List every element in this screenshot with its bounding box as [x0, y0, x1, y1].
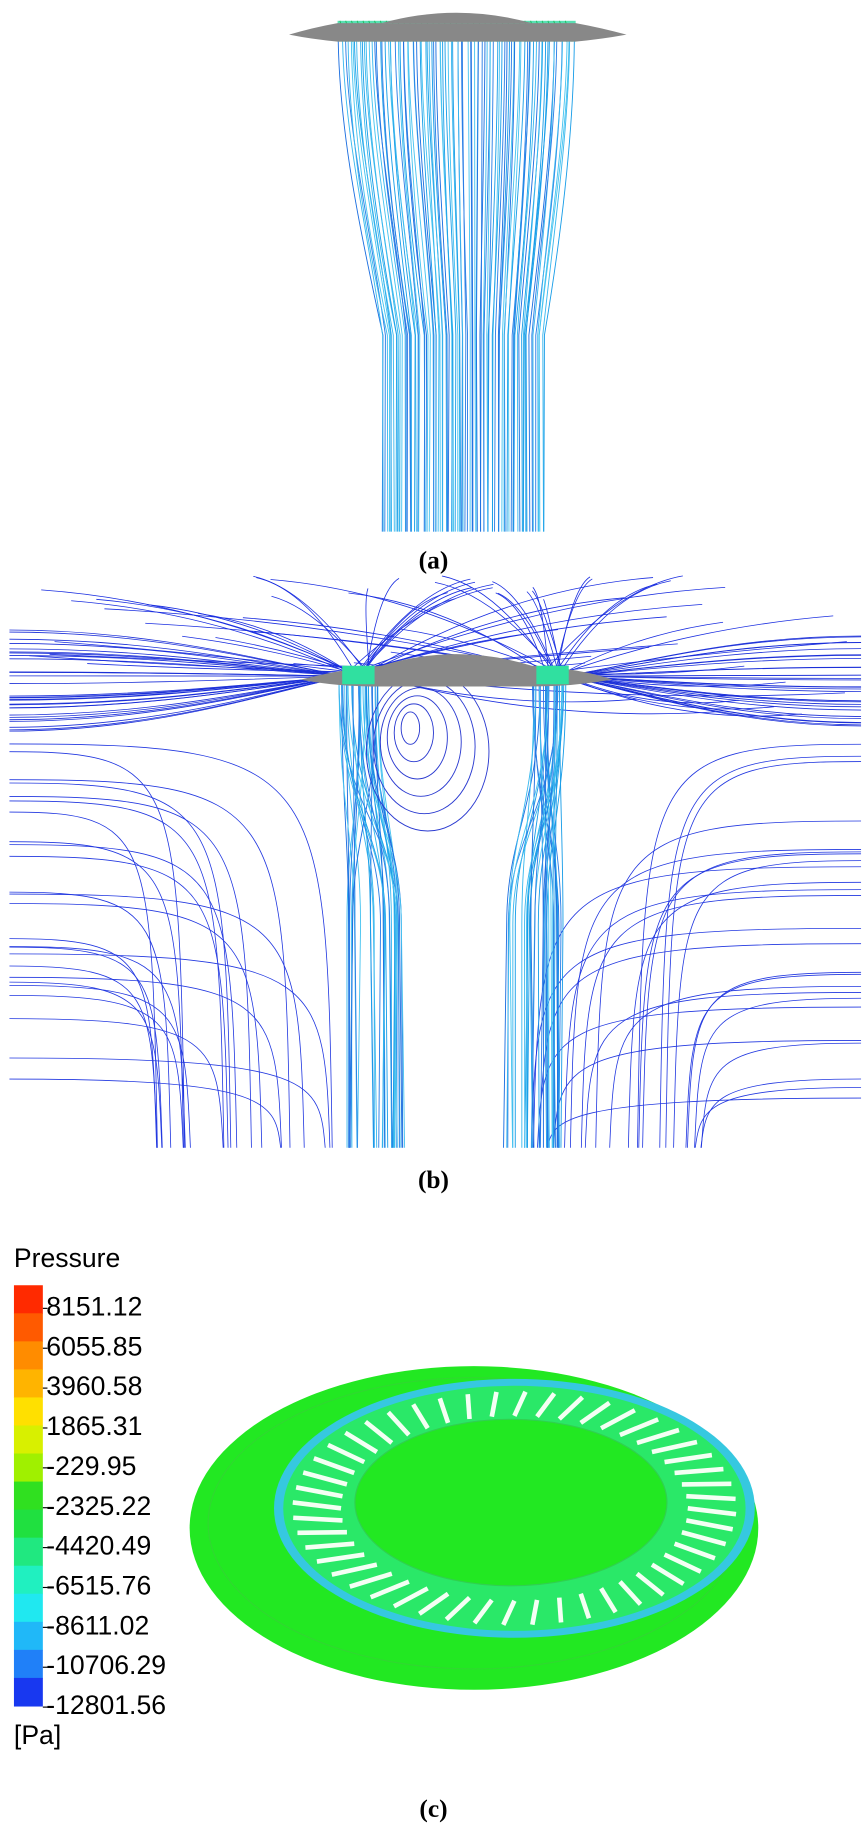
panel-c: 8151.12 6055.85 3960.58 1865.31 -229.95 -2325… — [14, 1285, 758, 1720]
streamline — [581, 895, 861, 1150]
streamline — [498, 30, 507, 532]
panel-a — [289, 13, 626, 532]
colorbar-segment — [14, 1566, 43, 1595]
colorbar-segment — [14, 1482, 43, 1511]
streamline — [553, 655, 862, 676]
slot — [559, 1598, 561, 1623]
jet-line — [342, 682, 349, 1150]
streamline — [701, 1079, 862, 1150]
colorbar-label: -8611.02 — [46, 1610, 149, 1640]
streamline — [628, 882, 861, 1150]
streamline — [555, 584, 656, 673]
jet-line — [365, 682, 391, 1150]
colorbar-label: -4420.49 — [46, 1531, 151, 1561]
colorbar-segment — [14, 1454, 43, 1483]
vortex — [380, 688, 461, 797]
streamline — [686, 974, 861, 1150]
streamline — [495, 30, 505, 532]
streamline — [256, 578, 355, 673]
page: 8151.12 6055.85 3960.58 1865.31 -229.95 -2325… — [0, 0, 867, 1825]
streamline — [544, 576, 683, 673]
streamline — [695, 1088, 861, 1151]
colorbar-unit: [Pa] — [14, 1720, 61, 1750]
streamline — [475, 30, 476, 532]
caption-c: (c) — [419, 1795, 447, 1823]
colorbar-segment — [14, 1285, 43, 1314]
colorbar-label: -229.95 — [46, 1451, 136, 1481]
streamline — [9, 1019, 223, 1150]
colorbar-segment — [14, 1341, 43, 1370]
streamline — [9, 1079, 281, 1150]
vortex — [401, 712, 419, 744]
inlet — [536, 666, 568, 684]
streamline — [9, 845, 236, 1150]
airfoil — [289, 23, 626, 41]
slot — [468, 1394, 470, 1419]
streamline — [9, 892, 170, 1150]
inlet — [342, 666, 374, 684]
airfoil-top — [381, 13, 531, 23]
streamline — [9, 1058, 325, 1150]
streamline — [674, 861, 862, 1150]
vortex — [373, 680, 475, 814]
streamline — [9, 856, 228, 1150]
colorbar-label: 3960.58 — [46, 1371, 142, 1401]
streamline — [539, 944, 861, 1150]
streamline — [555, 579, 592, 673]
colorbar-label: 8151.12 — [46, 1291, 142, 1321]
streamline — [553, 1040, 861, 1150]
colorbar-label: -2325.22 — [46, 1491, 151, 1521]
colorbar-label: 1865.31 — [46, 1411, 142, 1441]
figure: 8151.12 6055.85 3960.58 1865.31 -229.95 -2325… — [0, 0, 867, 1825]
panel-b — [9, 576, 861, 1150]
streamline — [585, 992, 861, 1150]
streamline — [666, 762, 861, 1150]
vortex — [387, 696, 447, 779]
jet-line — [339, 682, 399, 1150]
streamline — [694, 998, 861, 1150]
colorbar-segment — [14, 1538, 43, 1567]
streamline — [687, 972, 861, 1150]
slot — [297, 1532, 346, 1533]
colorbar-label: -10706.29 — [46, 1650, 166, 1680]
slot — [682, 1484, 731, 1485]
colorbar-label: -6515.76 — [46, 1570, 151, 1600]
streamline — [9, 985, 190, 1150]
hub — [355, 1419, 667, 1585]
colorbar-title: Pressure — [14, 1243, 120, 1273]
colorbar-segment — [14, 1369, 43, 1398]
caption-b: (b) — [418, 1166, 449, 1194]
colorbar-segment — [14, 1678, 43, 1707]
streamline — [9, 796, 251, 1150]
colorbar-segment — [14, 1397, 43, 1426]
streamline — [9, 744, 332, 1150]
colorbar-segment — [14, 1425, 43, 1454]
slot — [293, 1518, 342, 1521]
streamline — [9, 780, 290, 1150]
streamline — [468, 30, 470, 532]
colorbar-segment — [14, 1650, 43, 1679]
colorbar-segment — [14, 1313, 43, 1342]
slot — [686, 1496, 735, 1499]
colorbar-segment — [14, 1594, 43, 1623]
streamline — [9, 982, 162, 1150]
streamline — [547, 1098, 861, 1150]
colorbar-segment — [14, 1622, 43, 1651]
colorbar-segment — [14, 1510, 43, 1539]
colorbar-label: 6055.85 — [46, 1331, 142, 1361]
colorbar-label: -12801.56 — [46, 1690, 166, 1720]
caption-a: (a) — [419, 547, 449, 575]
streamline — [538, 30, 563, 532]
